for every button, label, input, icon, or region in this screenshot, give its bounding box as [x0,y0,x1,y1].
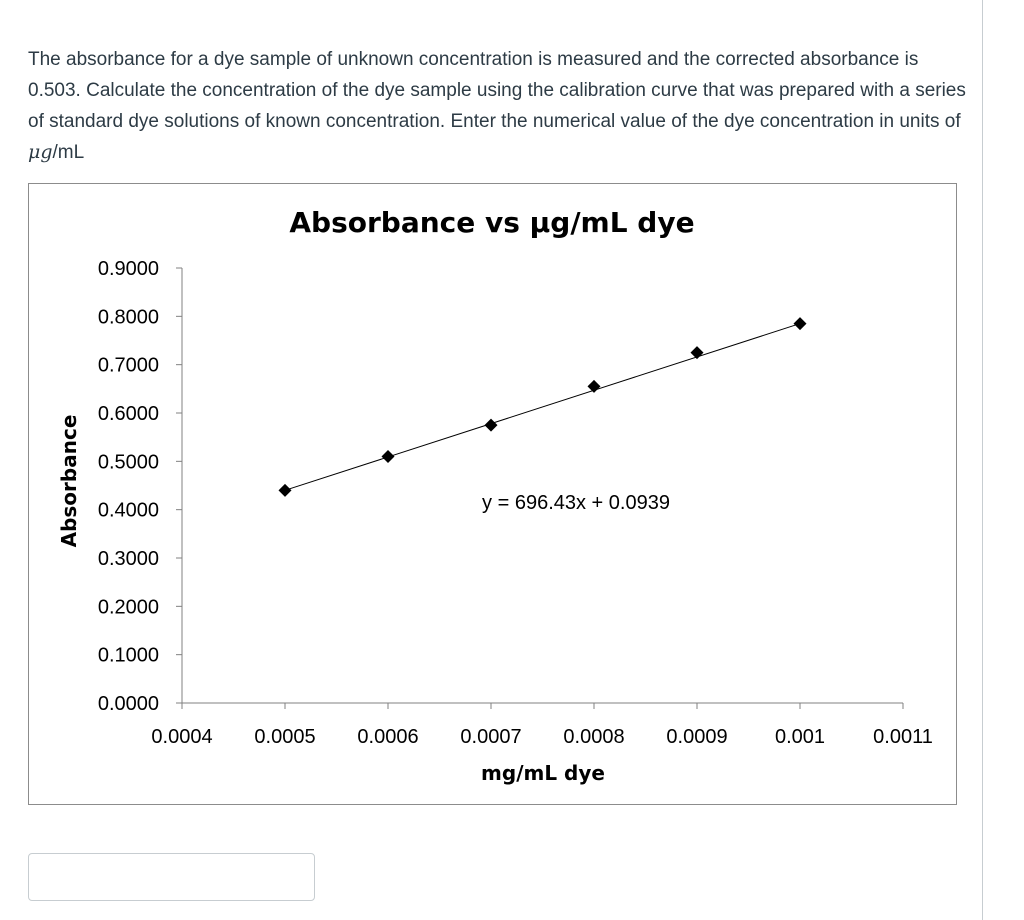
x-tick-label: 0.0009 [666,726,727,748]
x-tick-label: 0.0006 [357,726,418,748]
y-tick-label: 0.4000 [98,500,159,522]
x-tick-label: 0.0007 [460,726,521,748]
data-points [278,317,807,497]
x-tick-label: 0.0004 [151,726,212,748]
y-tick-label: 0.9000 [98,258,159,280]
y-tick-label: 0.2000 [98,596,159,618]
y-tick-label: 0.5000 [98,451,159,473]
y-axis-label: Absorbance [57,415,81,548]
question-body: The absorbance for a dye sample of unkno… [28,49,966,132]
chart-container: Absorbance vs µg/mL dye 0.0000 0.1000 0.20… [28,183,957,805]
data-point [381,450,395,463]
trendline-equation: y = 696.43x + 0.0939 [482,492,670,514]
answer-input[interactable] [28,853,315,901]
calibration-chart: Absorbance vs µg/mL dye 0.0000 0.1000 0.20… [57,206,933,785]
chart-title: Absorbance vs µg/mL dye [289,206,694,239]
data-point [587,379,601,393]
x-axis-label: mg/mL dye [481,761,605,785]
question-text: The absorbance for a dye sample of unkno… [28,44,968,168]
data-point [793,317,807,331]
unit-rest: /mL [52,142,85,163]
x-tick-label: 0.001 [775,726,825,748]
x-tick-label: 0.0005 [254,726,315,748]
unit-mu: μg [28,141,53,163]
y-tick-label: 0.6000 [98,403,159,425]
y-tick-label: 0.1000 [98,645,159,667]
y-tick-label: 0.0000 [98,693,159,715]
x-tick-label: 0.0008 [563,726,624,748]
trendline-line [284,323,801,491]
y-tick-label: 0.7000 [98,355,159,377]
y-axis: 0.0000 0.1000 0.2000 0.3000 0.4000 0.5000 0.60… [98,258,183,715]
trendline [284,323,801,491]
y-tick-label: 0.3000 [98,548,159,570]
data-point [484,418,498,432]
data-point [278,483,292,497]
x-axis: 0.0004 0.0005 0.0006 0.0007 0.0008 0.0009 0.00… [151,702,933,748]
question-frame [982,0,983,920]
data-point [690,346,704,360]
x-tick-label: 0.0011 [873,726,933,748]
y-tick-label: 0.8000 [98,306,159,328]
